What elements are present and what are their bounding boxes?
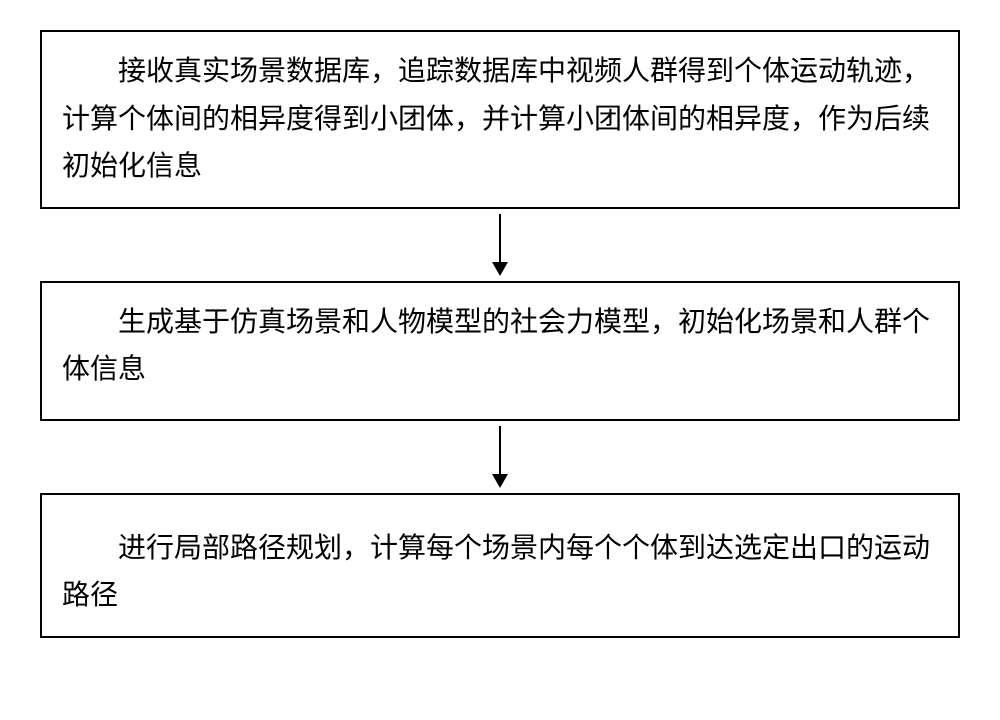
node-text: 生成基于仿真场景和人物模型的社会力模型，初始化场景和人群个体信息: [62, 307, 930, 386]
arrow-head-icon: [492, 262, 508, 276]
flowchart-node-step3: 进行局部路径规划，计算每个场景内每个个体到达选定出口的运动路径: [40, 493, 960, 638]
arrow-head-icon: [492, 474, 508, 488]
arrow-line: [499, 214, 501, 262]
arrow-connector: [492, 209, 508, 281]
flowchart-node-step2: 生成基于仿真场景和人物模型的社会力模型，初始化场景和人群个体信息: [40, 281, 960, 421]
flowchart-container: 接收真实场景数据库，追踪数据库中视频人群得到个体运动轨迹，计算个体间的相异度得到…: [40, 30, 960, 638]
arrow-line: [499, 426, 501, 474]
flowchart-node-step1: 接收真实场景数据库，追踪数据库中视频人群得到个体运动轨迹，计算个体间的相异度得到…: [40, 30, 960, 209]
node-text: 进行局部路径规划，计算每个场景内每个个体到达选定出口的运动路径: [62, 533, 930, 612]
arrow-connector: [492, 421, 508, 493]
node-text: 接收真实场景数据库，追踪数据库中视频人群得到个体运动轨迹，计算个体间的相异度得到…: [62, 56, 930, 182]
